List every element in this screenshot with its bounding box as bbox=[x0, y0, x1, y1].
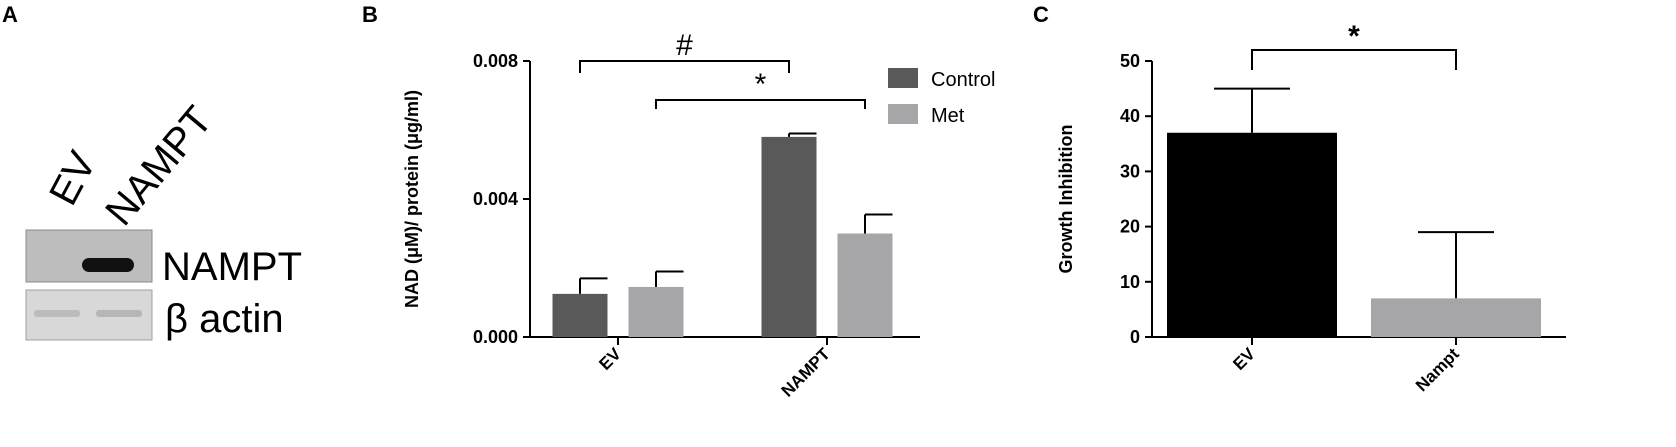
bar-nampt bbox=[1371, 298, 1541, 337]
legend-swatch-met bbox=[888, 104, 918, 124]
y-tick-label: 0 bbox=[1130, 327, 1140, 347]
y-axis-label: Growth Inhibition bbox=[1056, 125, 1076, 274]
panel-letter-c: C bbox=[1033, 2, 1049, 27]
y-tick-label: 0.008 bbox=[473, 51, 518, 71]
x-tick-label: EV bbox=[595, 344, 625, 374]
bar-control-ev bbox=[552, 293, 608, 337]
y-axis-label: NAD (μM)/ protein (μg/ml) bbox=[402, 90, 422, 308]
lane-label-ev: EV bbox=[41, 144, 105, 212]
significance-marker: * bbox=[755, 68, 767, 101]
x-tick-label: NAMPT bbox=[778, 344, 835, 401]
y-tick-label: 40 bbox=[1120, 106, 1140, 126]
y-tick-label: 50 bbox=[1120, 51, 1140, 71]
x-tick-label: Nampt bbox=[1412, 344, 1463, 395]
y-tick-label: 0.000 bbox=[473, 327, 518, 347]
y-tick-label: 30 bbox=[1120, 161, 1140, 181]
nampt-band bbox=[82, 258, 134, 272]
significance-marker: # bbox=[676, 29, 693, 62]
bar-ev bbox=[1167, 132, 1337, 337]
chart-b: 0.000 0.004 0.008 EV NAMPT NAD (μM)/ protein … bbox=[402, 29, 995, 401]
y-tick-label: 20 bbox=[1120, 217, 1140, 237]
y-tick-label: 0.004 bbox=[473, 189, 518, 209]
significance-marker: * bbox=[1348, 20, 1360, 53]
western-blot: EV NAMPT NAMPT β actin bbox=[25, 98, 302, 341]
significance-bracket bbox=[655, 99, 866, 109]
significance-bracket bbox=[1251, 49, 1457, 70]
row-label-nampt: NAMPT bbox=[162, 245, 302, 289]
legend-label-met: Met bbox=[931, 105, 965, 127]
y-tick-label: 10 bbox=[1120, 272, 1140, 292]
significance-bracket bbox=[579, 60, 790, 73]
beta-actin-band-nampt bbox=[96, 310, 142, 317]
row-label-beta-actin: β actin bbox=[165, 297, 284, 341]
lane-label-nampt: NAMPT bbox=[97, 98, 221, 234]
legend-label-control: Control bbox=[931, 69, 995, 91]
panel-letter-a: A bbox=[2, 2, 18, 27]
panel-letter-b: B bbox=[362, 2, 378, 27]
x-tick-label: EV bbox=[1229, 344, 1259, 374]
legend-swatch-control bbox=[888, 68, 918, 88]
chart-c: 0 10 20 30 40 50 EV Nampt Growth Inhibition * bbox=[1056, 20, 1566, 395]
bar-met-nampt bbox=[837, 233, 893, 337]
nampt-blot-strip bbox=[25, 229, 153, 283]
bar-met-ev bbox=[628, 286, 684, 337]
beta-actin-band-ev bbox=[34, 310, 80, 317]
bar-control-nampt bbox=[761, 136, 817, 337]
